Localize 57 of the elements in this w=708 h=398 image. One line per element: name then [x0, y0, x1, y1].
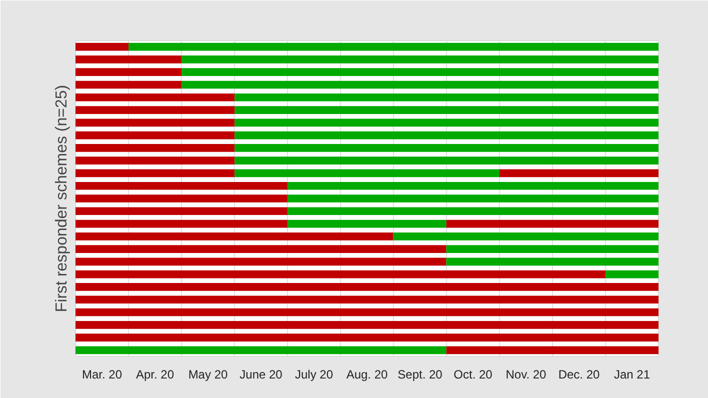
bar [76, 270, 606, 278]
text: Nov. 20 [506, 368, 547, 382]
bar [76, 144, 235, 152]
bar [288, 194, 658, 202]
bar [446, 245, 658, 253]
bar [76, 182, 288, 190]
bar [76, 296, 658, 304]
text: Mar. 20 [82, 368, 122, 382]
bar [234, 156, 658, 164]
bar [446, 258, 658, 266]
bar [234, 144, 658, 152]
bar [76, 42, 129, 51]
text: Sept. 20 [398, 368, 443, 382]
bar [128, 42, 658, 51]
bar [234, 169, 500, 178]
text: Oct. 20 [454, 368, 493, 382]
text: Aug. 20 [346, 368, 388, 382]
bar [76, 232, 394, 240]
text: Apr. 20 [136, 368, 174, 382]
text: July 20 [294, 368, 334, 382]
bar [76, 80, 182, 89]
bar [182, 56, 658, 64]
bar [76, 93, 235, 102]
bar [76, 156, 235, 164]
bar [288, 207, 658, 216]
bar [234, 93, 658, 102]
bar [76, 320, 658, 329]
bar [234, 118, 658, 127]
text: June 20 [240, 368, 283, 382]
bar [76, 283, 658, 291]
bar [393, 232, 658, 240]
bar [76, 334, 658, 342]
y-axis-title: First responder schemes (n=25) [54, 84, 70, 312]
bar [76, 118, 235, 127]
bar [182, 68, 658, 76]
bar [76, 194, 288, 202]
bar [76, 106, 235, 114]
bar [234, 131, 658, 140]
bar [76, 169, 235, 178]
bar [76, 258, 446, 266]
bar [76, 131, 235, 140]
text: May 20 [188, 368, 228, 382]
text: Dec. 20 [558, 368, 600, 382]
bar [76, 56, 182, 64]
bar [605, 270, 658, 278]
bar [76, 220, 288, 228]
bar [76, 245, 446, 253]
bar [288, 220, 446, 228]
text: Jan 21 [614, 368, 650, 382]
bar [182, 80, 658, 89]
bar [76, 68, 182, 76]
bar [446, 220, 658, 228]
bar [499, 169, 658, 178]
bar [234, 106, 658, 114]
bar [76, 308, 658, 316]
bar [76, 207, 288, 216]
bar [288, 182, 658, 190]
